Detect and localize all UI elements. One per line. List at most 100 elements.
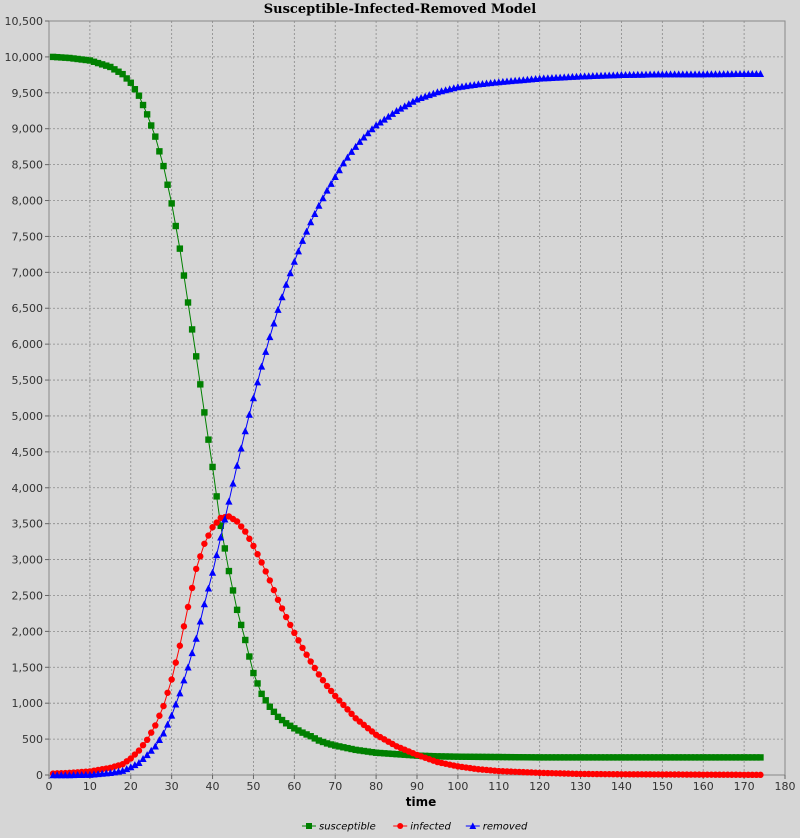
y-tick-label: 7,000 bbox=[12, 266, 44, 279]
data-point-removed bbox=[397, 104, 405, 112]
data-point-susceptible bbox=[270, 708, 278, 716]
axis-layer: 0 10 20 30 40 50 60 70 80 90 100 110 120 130 140 150 160… bbox=[5, 15, 796, 793]
data-point-susceptible bbox=[618, 754, 625, 761]
data-point-susceptible bbox=[193, 353, 200, 360]
y-tick-label: 3,000 bbox=[12, 554, 44, 567]
y-tick-label: 0 bbox=[36, 769, 43, 782]
y-tick-label: 5,500 bbox=[12, 374, 44, 387]
x-axis-title: time bbox=[406, 795, 437, 809]
data-point-removed bbox=[331, 173, 339, 181]
data-point-susceptible bbox=[82, 56, 89, 64]
data-point-susceptible bbox=[74, 55, 81, 63]
x-tick-label: 100 bbox=[447, 780, 468, 793]
data-point-susceptible bbox=[127, 79, 134, 86]
data-point-removed bbox=[119, 766, 127, 774]
data-point-removed bbox=[339, 159, 347, 167]
legend-item-infected: infected bbox=[393, 822, 452, 833]
x-tick-label: 50 bbox=[246, 780, 260, 793]
data-point-removed bbox=[319, 194, 327, 202]
data-point-susceptible bbox=[597, 754, 605, 761]
data-point-removed bbox=[360, 133, 368, 141]
legend-marker-removed bbox=[469, 822, 477, 829]
data-point-susceptible bbox=[700, 754, 707, 761]
data-point-removed bbox=[356, 137, 364, 145]
data-point-infected bbox=[168, 676, 175, 683]
data-point-susceptible bbox=[53, 53, 61, 61]
data-point-susceptible bbox=[483, 753, 490, 761]
series-layer bbox=[49, 53, 765, 779]
data-point-removed bbox=[405, 100, 413, 108]
data-point-susceptible bbox=[119, 70, 126, 78]
data-point-removed bbox=[270, 319, 278, 327]
data-point-susceptible bbox=[213, 493, 220, 500]
data-point-infected bbox=[336, 697, 343, 704]
data-point-removed bbox=[274, 305, 282, 313]
data-point-susceptible bbox=[397, 751, 404, 758]
y-tick-label: 2,500 bbox=[12, 589, 44, 602]
data-point-susceptible bbox=[540, 754, 547, 761]
data-point-susceptible bbox=[499, 753, 507, 761]
data-point-susceptible bbox=[107, 63, 114, 71]
data-point-removed bbox=[217, 533, 225, 541]
data-point-susceptible bbox=[757, 754, 764, 761]
data-point-removed bbox=[139, 755, 147, 763]
data-point-susceptible bbox=[671, 754, 678, 761]
data-point-removed bbox=[372, 121, 380, 129]
data-point-infected bbox=[274, 596, 282, 603]
data-point-susceptible bbox=[139, 101, 147, 109]
data-point-susceptible bbox=[246, 653, 253, 660]
data-point-susceptible bbox=[98, 61, 106, 68]
data-point-infected bbox=[319, 677, 327, 684]
data-point-removed bbox=[225, 497, 233, 505]
data-point-removed bbox=[127, 763, 135, 771]
data-point-removed bbox=[241, 427, 249, 435]
data-point-susceptible bbox=[749, 754, 756, 761]
data-point-susceptible bbox=[585, 754, 592, 761]
data-point-susceptible bbox=[111, 66, 118, 73]
data-point-susceptible bbox=[327, 741, 335, 748]
data-point-susceptible bbox=[311, 735, 318, 742]
x-tick-label: 40 bbox=[206, 780, 220, 793]
data-point-susceptible bbox=[720, 754, 727, 761]
data-point-susceptible bbox=[323, 740, 331, 747]
data-point-infected bbox=[278, 605, 286, 612]
data-point-susceptible bbox=[708, 754, 715, 761]
data-point-susceptible bbox=[520, 754, 527, 761]
data-point-susceptible bbox=[319, 738, 327, 746]
data-point-susceptible bbox=[552, 754, 560, 761]
data-point-susceptible bbox=[601, 754, 609, 761]
data-point-susceptible bbox=[78, 56, 85, 63]
data-point-susceptible bbox=[745, 754, 752, 761]
data-point-infected bbox=[348, 710, 355, 718]
data-point-susceptible bbox=[438, 753, 445, 760]
data-point-infected bbox=[209, 524, 216, 531]
data-point-infected bbox=[237, 523, 245, 530]
data-point-susceptible bbox=[454, 753, 462, 760]
data-point-removed bbox=[163, 720, 172, 728]
data-point-susceptible bbox=[274, 713, 282, 721]
data-point-susceptible bbox=[237, 621, 245, 629]
y-tick-label: 8,000 bbox=[12, 195, 44, 208]
data-point-infected bbox=[262, 568, 269, 575]
data-point-susceptible bbox=[679, 754, 686, 761]
x-tick-label: 130 bbox=[570, 780, 591, 793]
data-point-susceptible bbox=[340, 744, 347, 751]
data-point-susceptible bbox=[728, 754, 736, 761]
legend-label-susceptible: susceptible bbox=[319, 822, 376, 833]
data-point-susceptible bbox=[123, 75, 130, 82]
data-point-removed bbox=[155, 736, 163, 744]
data-point-susceptible bbox=[471, 753, 478, 761]
data-point-susceptible bbox=[650, 754, 658, 761]
data-point-removed bbox=[298, 236, 307, 244]
data-point-susceptible bbox=[148, 122, 155, 129]
x-tick-label: 180 bbox=[775, 780, 796, 793]
data-point-removed bbox=[258, 362, 266, 370]
x-tick-label: 30 bbox=[165, 780, 179, 793]
data-point-removed bbox=[286, 269, 294, 277]
data-point-infected bbox=[340, 701, 347, 709]
data-point-removed bbox=[168, 711, 176, 719]
data-point-removed bbox=[151, 742, 159, 750]
data-point-removed bbox=[388, 109, 397, 117]
data-point-susceptible bbox=[209, 463, 216, 471]
data-point-infected bbox=[205, 532, 212, 539]
